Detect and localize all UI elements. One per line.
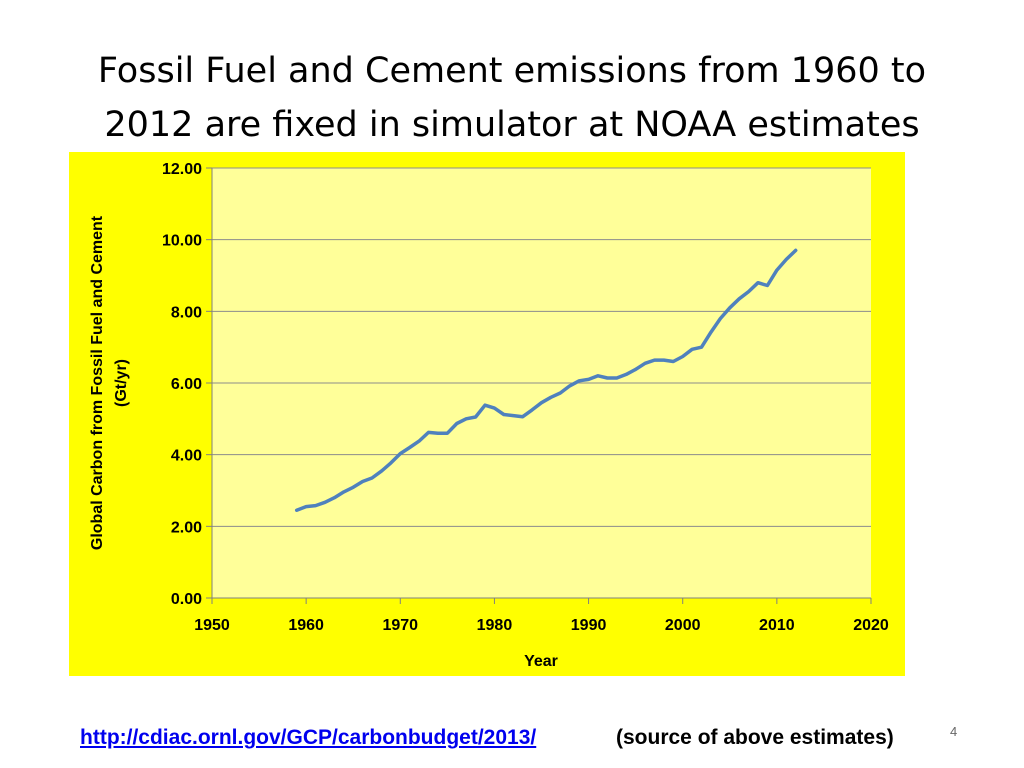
x-tick-labels: 1950 1960 1970 1980 1990 2000 2010 2020 [194, 598, 889, 634]
slide-title-line1: Fossil Fuel and Cement emissions from 19… [97, 51, 927, 91]
y-tick-label-0: 0.00 [171, 591, 202, 608]
x-tick-label-7: 2020 [853, 617, 889, 634]
x-tick-label-0: 1950 [194, 617, 230, 634]
slide-title-line2: 2012 are fixed in simulator at NOAA esti… [104, 105, 920, 145]
x-tick-label-5: 2000 [665, 617, 701, 634]
gridlines [212, 167, 871, 527]
source-note: (source of above estimates) [616, 726, 894, 749]
x-tick-label-6: 2010 [759, 617, 795, 634]
y-tick-labels: 0.00 2.00 4.00 6.00 8.00 10.00 12.00 [162, 161, 212, 608]
source-link[interactable]: http://cdiac.ornl.gov/GCP/carbonbudget/2… [80, 726, 537, 749]
slide-title: Fossil Fuel and Cement emissions from 19… [40, 44, 984, 152]
y-tick-label-4: 8.00 [171, 304, 202, 321]
x-tick-label-3: 1980 [477, 617, 513, 634]
slide-number: 4 [950, 724, 958, 739]
y-tick-label-5: 10.00 [162, 233, 202, 250]
x-axis-title: Year [524, 653, 558, 670]
x-tick-label-4: 1990 [571, 617, 607, 634]
x-tick-label-2: 1970 [382, 617, 418, 634]
y-axis-title: Global Carbon from Fossil Fuel and Cemen… [89, 215, 130, 550]
chart-panel: 0.00 2.00 4.00 6.00 8.00 10.00 12.00 1950 1960 1… [69, 152, 905, 676]
y-tick-label-2: 4.00 [171, 448, 202, 465]
y-tick-label-3: 6.00 [171, 376, 202, 393]
emissions-series-line [294, 248, 798, 512]
x-tick-label-1: 1960 [288, 617, 324, 634]
y-axis-title-line1: Global Carbon from Fossil Fuel and Cemen… [89, 215, 106, 550]
y-tick-label-1: 2.00 [171, 519, 202, 536]
y-axis-title-line2: (Gt/yr) [113, 359, 130, 407]
y-tick-label-6: 12.00 [162, 161, 202, 178]
